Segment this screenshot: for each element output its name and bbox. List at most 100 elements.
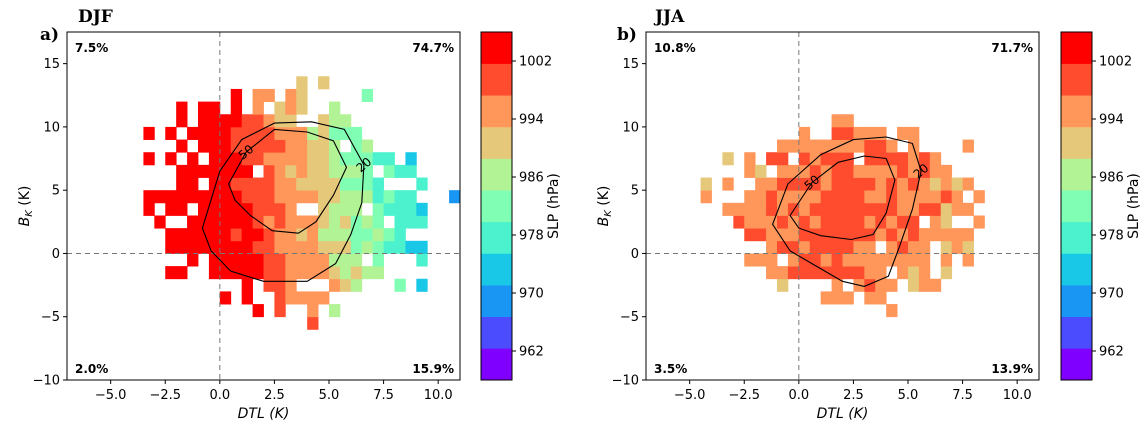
heatmap-cell <box>263 177 275 191</box>
heatmap-cell <box>219 177 232 191</box>
heatmap-cell <box>198 139 210 153</box>
heatmap-cell <box>798 253 811 267</box>
heatmap-cell <box>263 152 275 166</box>
heatmap-cell <box>842 164 854 178</box>
heatmap-cell <box>296 152 308 166</box>
heatmap-cell <box>875 190 887 204</box>
heatmap-cell <box>918 164 931 178</box>
y-axis-label-jja: BK (K) <box>596 186 614 227</box>
x-tick-label: 0.0 <box>209 388 230 403</box>
heatmap-cell <box>274 215 286 229</box>
heatmap-cell <box>187 240 199 254</box>
heatmap-cell <box>241 139 253 153</box>
heatmap-cell <box>864 278 876 292</box>
heatmap-cell <box>798 190 811 204</box>
heatmap-cell <box>208 152 221 166</box>
heatmap-cell <box>318 240 330 254</box>
heatmap-cell <box>405 202 417 216</box>
x-axis-label-text-jja: DTL (K) <box>817 406 869 422</box>
heatmap-cell <box>263 228 275 242</box>
y-tick-label: −10 <box>612 374 639 389</box>
heatmap-cell <box>329 101 341 115</box>
heatmap-cell <box>241 291 253 305</box>
heatmap-cell <box>842 253 854 267</box>
x-tick-label: −2.5 <box>728 388 760 403</box>
heatmap-cell <box>187 215 199 229</box>
colorbar-segment <box>481 285 512 318</box>
heatmap-cell <box>241 266 253 280</box>
heatmap-cell <box>875 278 887 292</box>
heatmap-cell <box>820 291 832 305</box>
heatmap-cell <box>198 202 210 216</box>
heatmap-cell <box>777 152 789 166</box>
heatmap-cell <box>842 114 854 128</box>
heatmap-cell <box>372 202 384 216</box>
heatmap-cell <box>285 101 297 115</box>
y-tick-label: −5 <box>41 310 60 325</box>
colorbar-segment <box>1061 221 1092 254</box>
heatmap-cell <box>875 126 887 140</box>
heatmap-cell <box>809 240 822 254</box>
heatmap-cell <box>285 139 297 153</box>
panel-title-jja: JJA <box>653 7 685 27</box>
heatmap-cell <box>405 164 417 178</box>
heatmap-cell <box>208 266 221 280</box>
heatmap-cell <box>285 253 297 267</box>
heatmap-cell <box>307 240 319 254</box>
heatmap-cell <box>875 177 887 191</box>
heatmap-cell <box>339 215 352 229</box>
heatmap-cell <box>842 177 854 191</box>
heatmap-cell <box>263 88 275 102</box>
heatmap-cell <box>296 253 308 267</box>
heatmap-cell <box>886 278 898 292</box>
heatmap-cell <box>176 101 188 115</box>
heatmap-cell <box>285 240 297 254</box>
heatmap-cell <box>219 228 232 242</box>
heatmap-cell <box>405 152 417 166</box>
heatmap-cell <box>394 228 406 242</box>
heatmap-cell <box>187 152 199 166</box>
heatmap-cell <box>307 164 319 178</box>
heatmap-cell <box>219 190 232 204</box>
heatmap-cell <box>918 253 931 267</box>
colorbar-segment <box>481 63 512 96</box>
heatmap-cell <box>787 190 800 204</box>
colorbar-tick-label: 994 <box>519 113 544 128</box>
heatmap-cell <box>897 164 909 178</box>
contour-line-50 <box>227 128 348 234</box>
colorbar-tick-label: 1002 <box>1099 55 1132 70</box>
heatmap-cell <box>831 215 843 229</box>
heatmap-cell <box>296 266 308 280</box>
heatmap-cell <box>864 202 876 216</box>
colorbar-segment <box>1061 316 1092 349</box>
colorbar-tick-label: 978 <box>1099 229 1124 244</box>
colorbar-frame <box>480 31 513 381</box>
colorbar-segment <box>1061 158 1092 191</box>
heatmap-cell <box>798 126 811 140</box>
heatmap-cell <box>252 88 264 102</box>
heatmap-cell <box>208 190 221 204</box>
heatmap-cell <box>350 164 363 178</box>
heatmap-cell <box>285 215 297 229</box>
heatmap-cell <box>318 114 330 128</box>
heatmap-cell <box>372 177 384 191</box>
heatmap-cell <box>241 215 253 229</box>
heatmap-cell <box>962 177 974 191</box>
heatmap-cell <box>798 164 811 178</box>
heatmap-cell <box>198 215 210 229</box>
heatmap-cell <box>230 139 243 153</box>
heatmap-cell <box>198 101 210 115</box>
heatmap-cell <box>372 228 384 242</box>
heatmap-cell <box>230 190 243 204</box>
heatmap-cell <box>809 190 822 204</box>
heatmap-cell <box>416 278 428 292</box>
colorbar-tick-label: 1002 <box>519 55 552 70</box>
x-tick-label: −5.0 <box>674 388 706 403</box>
x-tick-label: 7.5 <box>373 388 394 403</box>
heatmap-cell <box>198 240 210 254</box>
heatmap-cell <box>165 202 177 216</box>
heatmap-cell <box>208 215 221 229</box>
heatmap-cell <box>886 202 898 216</box>
heatmap-cell <box>929 190 942 204</box>
